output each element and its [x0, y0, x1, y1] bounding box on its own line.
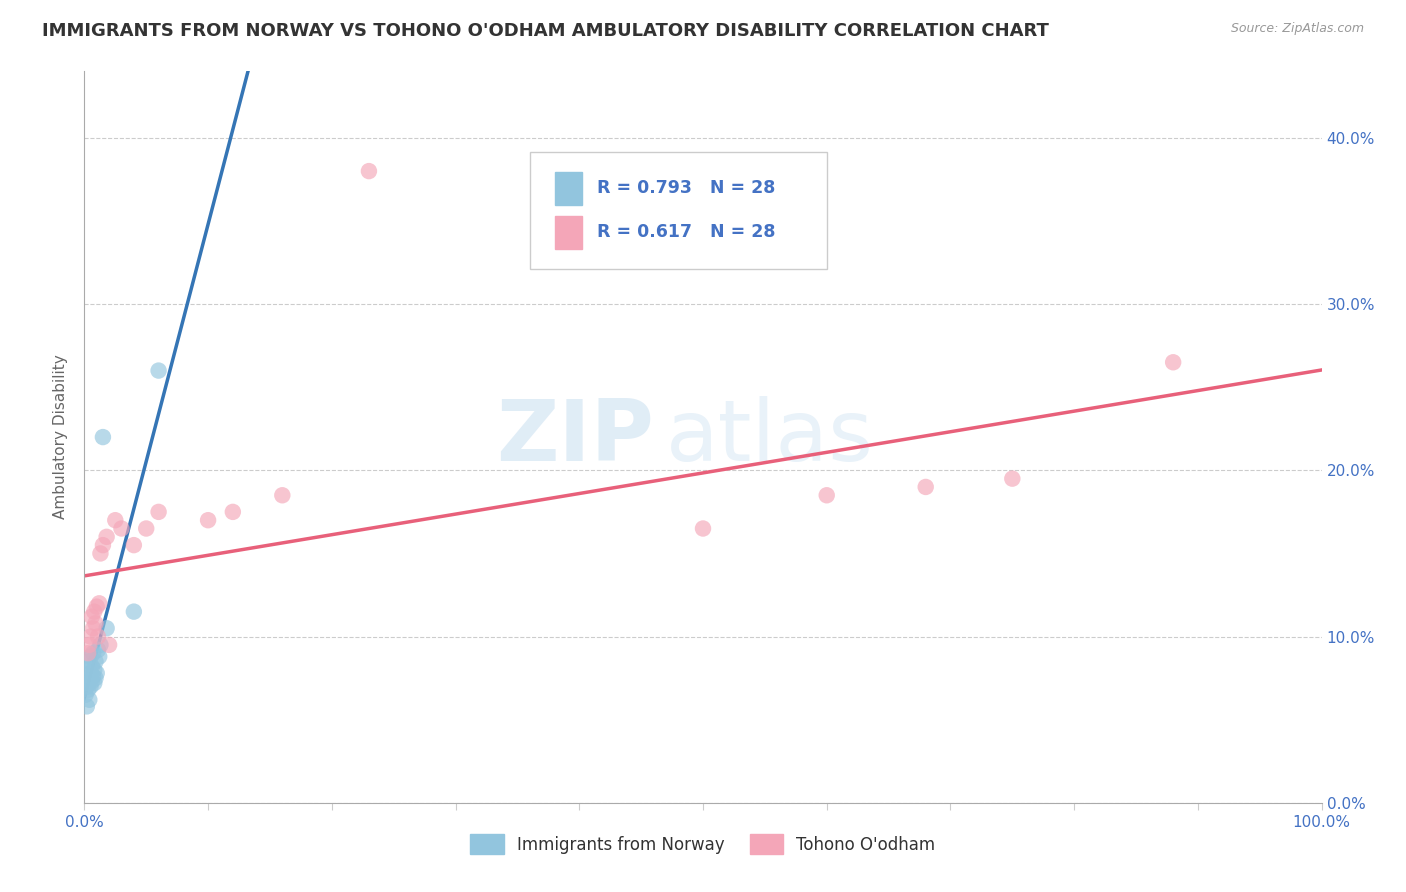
Text: IMMIGRANTS FROM NORWAY VS TOHONO O'ODHAM AMBULATORY DISABILITY CORRELATION CHART: IMMIGRANTS FROM NORWAY VS TOHONO O'ODHAM…	[42, 22, 1049, 40]
Point	[89, 546, 111, 560]
Point	[815, 488, 838, 502]
Point	[89, 649, 111, 664]
Point	[122, 538, 145, 552]
Point	[76, 680, 98, 694]
Point	[82, 621, 104, 635]
Point	[79, 692, 101, 706]
Point	[86, 599, 108, 614]
Point	[77, 676, 100, 690]
Text: R = 0.793   N = 28: R = 0.793 N = 28	[596, 179, 775, 197]
Point	[692, 521, 714, 535]
Point	[82, 646, 104, 660]
Point	[82, 669, 104, 683]
Point	[197, 513, 219, 527]
Point	[77, 646, 100, 660]
Point	[79, 638, 101, 652]
Point	[104, 513, 127, 527]
Point	[79, 671, 101, 685]
Point	[148, 363, 170, 377]
Point	[98, 638, 121, 652]
Point	[79, 666, 101, 681]
Point	[83, 605, 105, 619]
Point	[222, 505, 245, 519]
Point	[96, 621, 118, 635]
Text: atlas: atlas	[666, 395, 875, 479]
Point	[79, 655, 101, 669]
Point	[80, 674, 103, 689]
Point	[84, 655, 107, 669]
Point	[80, 659, 103, 673]
Point	[83, 676, 105, 690]
Point	[83, 663, 105, 677]
Point	[84, 616, 107, 631]
Point	[1161, 355, 1184, 369]
FancyBboxPatch shape	[530, 152, 827, 268]
Bar	[554, 216, 582, 249]
Point	[80, 609, 103, 624]
Point	[76, 699, 98, 714]
Point	[91, 538, 114, 552]
Text: ZIP: ZIP	[496, 395, 654, 479]
Point	[122, 605, 145, 619]
Point	[77, 663, 100, 677]
Point	[271, 488, 294, 502]
Point	[148, 505, 170, 519]
Point	[89, 638, 111, 652]
Point	[357, 164, 380, 178]
Text: Source: ZipAtlas.com: Source: ZipAtlas.com	[1230, 22, 1364, 36]
Point	[135, 521, 157, 535]
Point	[1001, 472, 1024, 486]
Point	[79, 630, 101, 644]
Point	[77, 682, 100, 697]
Point	[91, 430, 114, 444]
Point	[75, 688, 97, 702]
Point	[86, 666, 108, 681]
Point	[110, 521, 132, 535]
Point	[87, 630, 110, 644]
Point	[89, 596, 111, 610]
Point	[84, 671, 107, 685]
Point	[87, 643, 110, 657]
Text: R = 0.617   N = 28: R = 0.617 N = 28	[596, 223, 775, 241]
Bar	[554, 172, 582, 205]
Point	[79, 649, 101, 664]
Legend: Immigrants from Norway, Tohono O'odham: Immigrants from Norway, Tohono O'odham	[464, 828, 942, 860]
Y-axis label: Ambulatory Disability: Ambulatory Disability	[53, 355, 69, 519]
Point	[79, 680, 101, 694]
Point	[914, 480, 936, 494]
Point	[96, 530, 118, 544]
